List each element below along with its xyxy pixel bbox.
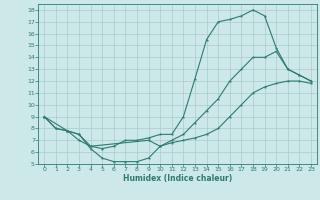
X-axis label: Humidex (Indice chaleur): Humidex (Indice chaleur) (123, 174, 232, 183)
